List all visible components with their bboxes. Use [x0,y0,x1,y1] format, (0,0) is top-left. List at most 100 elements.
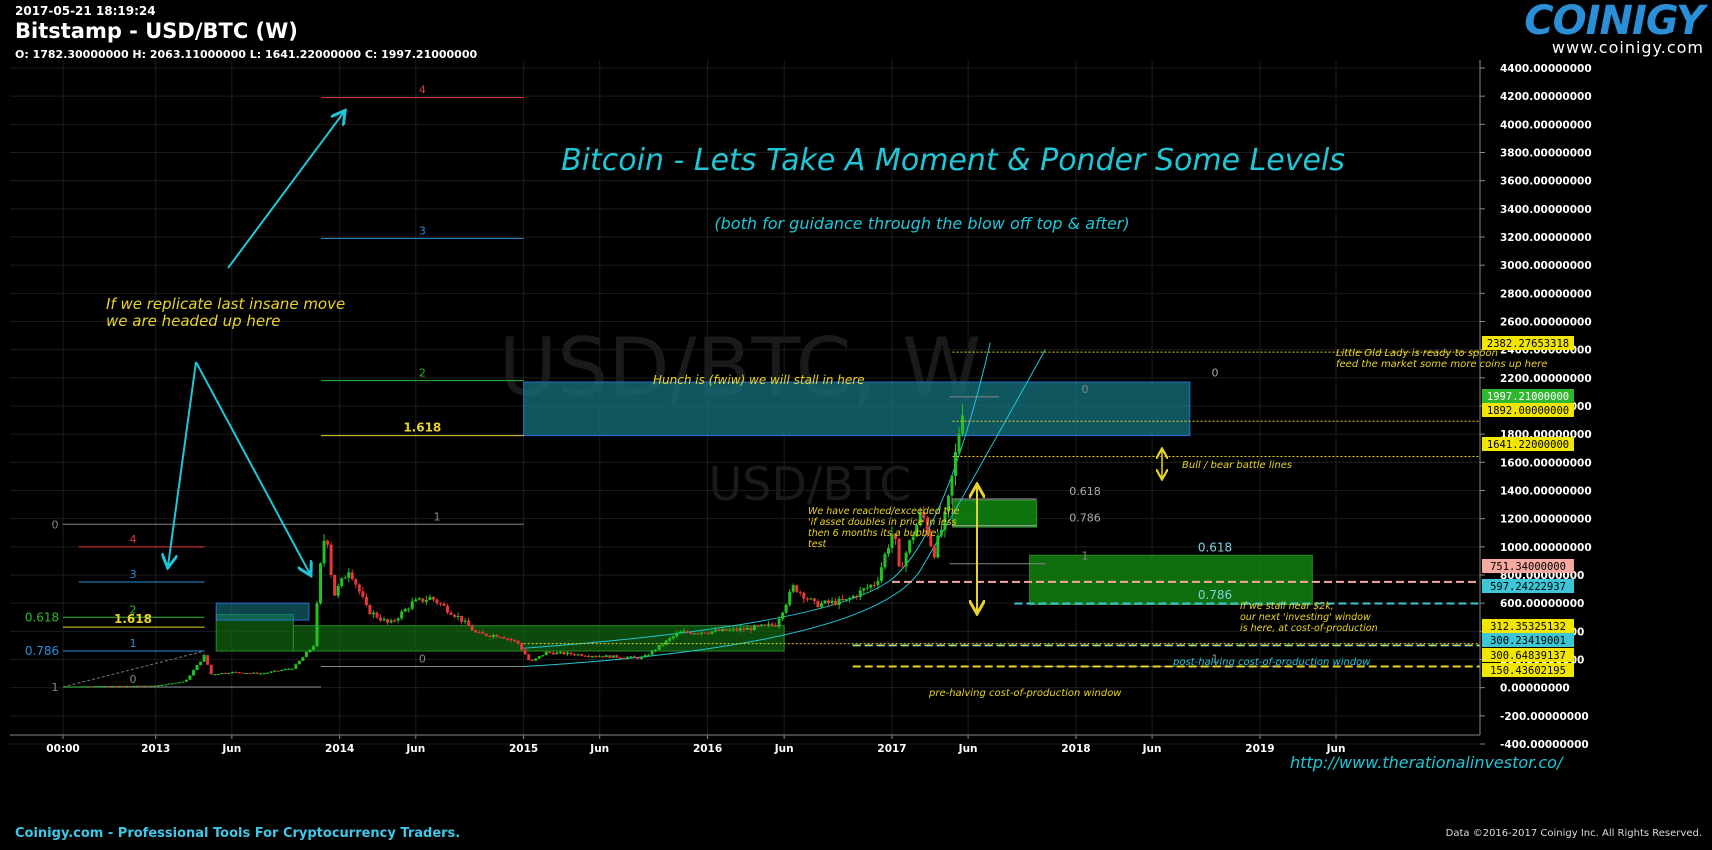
candle-body [618,657,622,659]
price-axis: -400.00000000-200.000000000.00000000200.… [1479,60,1592,751]
candle-body [149,685,153,687]
candle-body [192,670,196,676]
candle-body [181,681,185,683]
candle-body [625,657,629,659]
arrows [168,112,1162,612]
candle-body [241,672,245,674]
candle-body [283,669,287,671]
candle-body [121,685,125,687]
candle-body [714,629,718,632]
candle-body [915,524,919,537]
candle-body [608,655,612,658]
candle-body [908,540,912,553]
candle-body [357,584,361,592]
fib-label: 1 [434,510,441,523]
candle-body [128,685,132,687]
candle-body [153,685,157,687]
note-bubble-4: test [808,539,828,550]
candle-body [943,511,947,530]
candle-body [946,495,950,512]
trend-curve-lower [523,349,1046,668]
candle-body [220,673,224,675]
candle-body [594,656,598,658]
note-post-halving: post-halving cost-of-production window [1172,657,1371,668]
price-candles [65,403,965,688]
fib-label: 2 [130,603,137,616]
note-bubble-1: We have reached/exceeded the [808,506,960,517]
candle-body [502,637,506,639]
main-annotation-title: Bitcoin - Lets Take A Moment & Ponder So… [561,143,1345,178]
time-tick-label: 2019 [1245,743,1274,755]
candle-body [350,572,354,580]
candle-body [911,536,915,541]
candle-body [816,600,820,608]
arrow-down-right [195,361,310,574]
price-tag-label: 300.23419001 [1490,635,1566,647]
candle-body [297,660,301,665]
candle-body [759,624,763,626]
candle-body [520,643,524,650]
fib-label: 0.618 [1198,540,1232,554]
zone-box [951,499,1038,528]
note-old-lady-1: Little Old Lady is ready to spoon [1336,348,1498,359]
candle-body [781,612,785,619]
candle-body [735,628,739,631]
candle-body [647,654,651,656]
coinigy-logo[interactable]: COINIGY [1524,0,1705,44]
price-tick-label: 1000.00000000 [1500,542,1592,554]
candle-body [756,625,760,627]
coinigy-url[interactable]: www.coinigy.com [1551,38,1704,57]
candle-body [139,685,143,687]
candle-body [470,626,474,631]
candle-body [354,579,358,585]
footer-tagline[interactable]: Coinigy.com - Professional Tools For Cry… [15,826,461,841]
candle-body [809,598,813,600]
candle-body [347,572,351,578]
price-tick-label: 4400.00000000 [1500,63,1592,75]
candle-body [135,685,139,687]
price-tag [1482,579,1574,593]
candle-body [262,673,266,675]
candle-body [724,628,728,631]
candle-body [936,535,940,558]
candle-body [364,596,368,606]
candle-body [886,548,890,554]
candle-body [124,685,128,687]
candle-body [301,657,305,661]
candle-body [484,633,488,636]
candle-body [410,601,414,609]
fib-label: 1 [1082,550,1089,563]
candle-body [456,615,460,617]
candle-body [273,670,277,672]
candle-body [163,684,167,686]
candle-body [657,644,661,650]
candle-body [851,595,855,598]
candle-body [431,597,435,600]
candle-body [75,686,79,688]
fib-label: 0.786 [1198,588,1232,602]
candle-body [689,632,693,634]
price-tick-label: 3000.00000000 [1500,260,1592,272]
time-tick-label: 00:00 [46,743,79,755]
candle-body [573,654,577,656]
candle-body [597,656,601,658]
price-tag-label: 150.43602195 [1490,665,1566,677]
candle-body [230,671,234,674]
ohlc-readout: O: 1782.30000000 H: 2063.11000000 L: 164… [15,48,478,61]
candle-body [227,673,231,675]
candle-body [255,672,259,674]
candle-body [879,567,883,581]
candle-body [65,686,69,688]
candle-body [96,686,100,688]
candle-body [812,598,816,601]
candle-body [449,612,453,615]
candle-body [738,628,742,631]
candle-body [611,655,615,658]
price-tick-label: 3200.00000000 [1500,232,1592,244]
candle-body [386,619,390,623]
candle-body [382,619,386,621]
candle-body [664,640,668,645]
footer-copyright: Data ©2016-2017 Coinigy Inc. All Rights … [1445,828,1702,839]
candle-body [918,511,922,525]
